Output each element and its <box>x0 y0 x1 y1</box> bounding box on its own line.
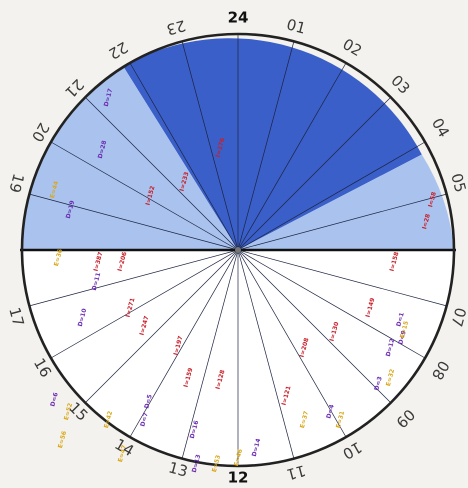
segment-value-label: I=271 <box>125 297 137 318</box>
segment-value-label: D=7 <box>139 412 149 428</box>
hour-label-07: 07 <box>447 306 468 329</box>
hour-label-03: 03 <box>387 72 413 98</box>
center-hub <box>235 247 241 253</box>
segment-value-label: D=13 <box>191 454 203 474</box>
segment-value-label: D=10 <box>77 308 89 328</box>
segment-value-label: I=28 <box>421 213 432 230</box>
hour-label-11: 11 <box>285 461 308 483</box>
segment-value-label: I=58 <box>427 191 438 208</box>
segment-value-label: D=1 <box>395 312 405 328</box>
segment-value-label: I=159 <box>183 367 195 388</box>
segment-value-label: E=52 <box>63 402 74 421</box>
segment-value-label: I=130 <box>329 321 341 342</box>
segment-value-label: I=247 <box>139 315 151 336</box>
hour-label-01: 01 <box>285 15 308 37</box>
hour-radials <box>28 34 448 466</box>
segment-value-label: D=4 <box>325 404 335 420</box>
segment-value-label: I=233 <box>179 171 191 192</box>
hour-label-13: 13 <box>167 458 190 480</box>
night-sector <box>123 38 422 251</box>
hour-label-12: 12 <box>228 469 249 487</box>
segment-value-label: I=208 <box>299 337 311 358</box>
hour-label-02: 02 <box>339 35 365 60</box>
hour-label-22: 22 <box>105 38 131 63</box>
hour-label-19: 19 <box>5 172 27 195</box>
segment-value-label: D=12 <box>385 338 397 358</box>
segment-value-label: I=387 <box>93 251 105 272</box>
segment-value-label: E=37 <box>299 410 310 429</box>
hour-label-08: 08 <box>428 357 453 383</box>
hour-label-09: 09 <box>392 405 418 431</box>
segment-value-label: D=17 <box>103 88 115 108</box>
segment-value-label: I=158 <box>389 251 401 272</box>
segment-value-label: I=149 <box>365 297 377 318</box>
segment-value-label: E=42 <box>103 410 114 429</box>
hour-label-23: 23 <box>165 16 188 38</box>
segment-value-label: I=206 <box>117 251 129 272</box>
segment-value-label: E=31 <box>335 410 346 429</box>
hour-label-24: 24 <box>228 9 249 27</box>
segment-value-label: E=53 <box>211 454 222 473</box>
segment-value-label: E=15 <box>399 320 410 339</box>
segment-value-label: D=14 <box>251 438 263 458</box>
hour-label-17: 17 <box>5 305 27 328</box>
hour-label-20: 20 <box>28 119 53 145</box>
hour-label-04: 04 <box>428 115 453 141</box>
segment-value-label: I=121 <box>281 385 293 406</box>
segment-value-label: D=5 <box>143 394 153 410</box>
segment-value-label: E=56 <box>57 430 68 449</box>
segment-value-label: E=47 <box>117 444 128 463</box>
twilight-sector-evening <box>21 66 238 250</box>
segment-value-label: E=46 <box>233 448 244 467</box>
segment-value-label: D=3 <box>373 376 383 392</box>
segment-value-label: E=36 <box>53 248 64 267</box>
hour-label-05: 05 <box>447 171 468 194</box>
segment-value-label: I=128 <box>215 369 227 390</box>
segment-value-label: E=32 <box>385 368 396 387</box>
hour-label-10: 10 <box>339 438 365 463</box>
segment-value-label: D=16 <box>189 420 201 440</box>
segment-value-label: D=19 <box>65 200 77 220</box>
twilight-sector-morning <box>238 154 454 250</box>
segment-value-label: D=11 <box>91 272 103 292</box>
segment-value-label: I=152 <box>145 185 157 206</box>
segment-value-label: I=176 <box>215 137 227 158</box>
segment-value-label: D=9 <box>397 330 407 346</box>
segment-value-label: D=6 <box>49 392 59 408</box>
dial-rim <box>20 32 456 468</box>
segment-value-label: I=197 <box>173 335 185 356</box>
segment-value-label: E=44 <box>49 180 60 199</box>
segment-value-label: D=28 <box>97 140 109 160</box>
